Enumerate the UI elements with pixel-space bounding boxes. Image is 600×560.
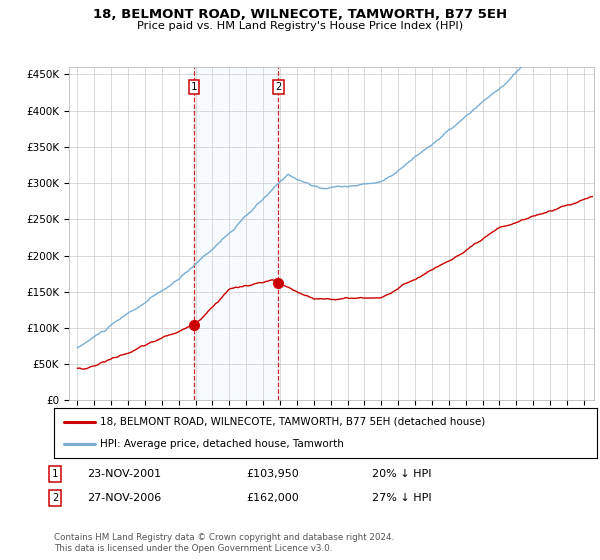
Text: 1: 1: [191, 82, 197, 92]
Text: £103,950: £103,950: [246, 469, 299, 479]
Text: 2: 2: [275, 82, 281, 92]
Text: HPI: Average price, detached house, Tamworth: HPI: Average price, detached house, Tamw…: [100, 439, 344, 449]
Text: Contains HM Land Registry data © Crown copyright and database right 2024.
This d: Contains HM Land Registry data © Crown c…: [54, 533, 394, 553]
Text: 2: 2: [52, 493, 58, 503]
Text: 18, BELMONT ROAD, WILNECOTE, TAMWORTH, B77 5EH (detached house): 18, BELMONT ROAD, WILNECOTE, TAMWORTH, B…: [100, 417, 485, 427]
Text: 27% ↓ HPI: 27% ↓ HPI: [372, 493, 431, 503]
Text: 1: 1: [52, 469, 58, 479]
Text: Price paid vs. HM Land Registry's House Price Index (HPI): Price paid vs. HM Land Registry's House …: [137, 21, 463, 31]
Text: 23-NOV-2001: 23-NOV-2001: [87, 469, 161, 479]
Text: 27-NOV-2006: 27-NOV-2006: [87, 493, 161, 503]
Bar: [194, 67, 278, 400]
Text: 20% ↓ HPI: 20% ↓ HPI: [372, 469, 431, 479]
Text: £162,000: £162,000: [246, 493, 299, 503]
Text: 18, BELMONT ROAD, WILNECOTE, TAMWORTH, B77 5EH: 18, BELMONT ROAD, WILNECOTE, TAMWORTH, B…: [93, 8, 507, 21]
